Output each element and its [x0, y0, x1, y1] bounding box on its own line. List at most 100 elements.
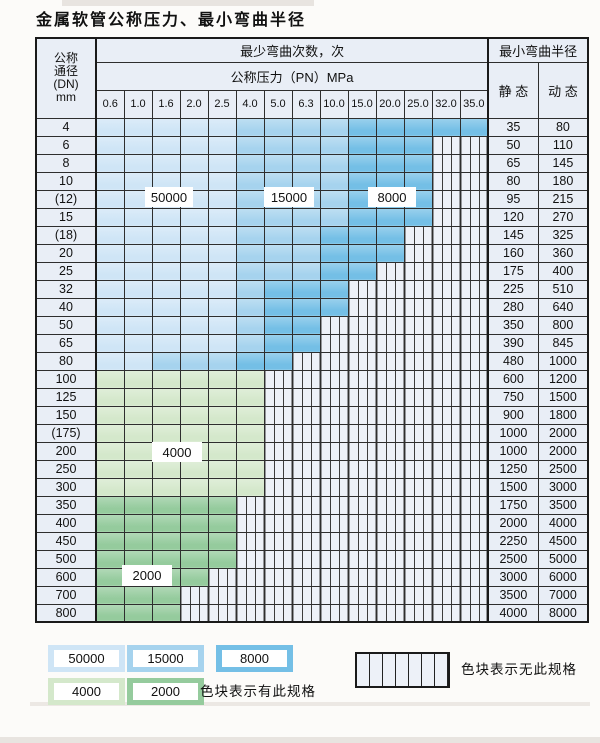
dynamic-radius-cell: 640 [537, 297, 589, 317]
spec-cell [95, 225, 125, 245]
no-spec-cell [459, 441, 489, 461]
dynamic-radius-cell: 1500 [537, 387, 589, 407]
spec-cell [235, 369, 265, 389]
dn-cell: (12) [35, 189, 97, 209]
no-spec-cell [235, 495, 265, 515]
spec-cell [207, 189, 237, 209]
spec-cell [123, 135, 153, 155]
spec-cell [95, 315, 125, 335]
no-spec-cell [403, 351, 433, 371]
spec-cell [207, 207, 237, 227]
static-radius-cell: 1500 [487, 477, 539, 497]
static-radius-cell: 2250 [487, 531, 539, 551]
no-spec-cell [263, 423, 293, 443]
legend-swatch-label: 2000 [133, 683, 198, 700]
dynamic-radius-cell: 360 [537, 243, 589, 263]
pressure-col-header: 2.0 [179, 89, 209, 119]
no-spec-cell [459, 549, 489, 569]
table-row: 300 1500 3000 [35, 477, 589, 497]
no-spec-cell [431, 567, 461, 587]
table-row: (18) 145 325 [35, 225, 589, 245]
static-radius-cell: 145 [487, 225, 539, 245]
spec-cell [179, 513, 209, 533]
no-spec-cell [403, 279, 433, 299]
spec-cell [263, 117, 293, 137]
spec-cell [95, 153, 125, 173]
spec-cell [151, 585, 181, 605]
table-row: 25 175 400 [35, 261, 589, 281]
no-spec-cell [319, 441, 349, 461]
static-radius-cell: 35 [487, 117, 539, 137]
pressure-col-header: 25.0 [403, 89, 433, 119]
spec-cell [151, 405, 181, 425]
no-spec-cell [403, 585, 433, 605]
spec-cell [235, 171, 265, 191]
spec-cell [207, 477, 237, 497]
spec-cell [179, 423, 209, 443]
dn-header-line: (DN) [53, 77, 79, 92]
table-row: 15 120 270 [35, 207, 589, 227]
no-spec-cell [347, 333, 377, 353]
no-spec-cell [375, 333, 405, 353]
table-row: 150 900 1800 [35, 405, 589, 425]
spec-cell [207, 297, 237, 317]
no-spec-cell [347, 513, 377, 533]
bend-cycles-header: 最少弯曲次数，次 [94, 37, 489, 63]
no-spec-cell [291, 405, 321, 425]
spec-cell [459, 117, 489, 137]
spec-cell [179, 477, 209, 497]
spec-cell [319, 117, 349, 137]
static-radius-cell: 900 [487, 405, 539, 425]
spec-cell [235, 189, 265, 209]
no-spec-cell [403, 225, 433, 245]
legend-swatch-label: 8000 [222, 650, 287, 667]
dn-cell: 100 [35, 369, 97, 389]
spec-cell [347, 225, 377, 245]
band-label-50000: 50000 [145, 187, 193, 207]
no-spec-cell [431, 513, 461, 533]
spec-cell [235, 117, 265, 137]
spec-cell [263, 297, 293, 317]
spec-cell [151, 423, 181, 443]
dn-cell: 150 [35, 405, 97, 425]
spec-cell [207, 279, 237, 299]
no-spec-cell [263, 549, 293, 569]
no-spec-cell [431, 189, 461, 209]
no-spec-cell [263, 513, 293, 533]
spec-cell [151, 603, 181, 623]
no-spec-cell [347, 459, 377, 479]
spec-cell [375, 117, 405, 137]
spec-cell [95, 135, 125, 155]
spec-cell [95, 207, 125, 227]
spec-cell [235, 477, 265, 497]
no-spec-cell [431, 459, 461, 479]
spec-cell [235, 135, 265, 155]
no-spec-cell [291, 369, 321, 389]
spec-cell [95, 477, 125, 497]
spec-cell [319, 207, 349, 227]
band-label-4000: 4000 [152, 442, 202, 462]
no-spec-cell [319, 459, 349, 479]
no-spec-cell [179, 585, 209, 605]
no-spec-cell [459, 531, 489, 551]
spec-cell [123, 477, 153, 497]
no-spec-cell [375, 441, 405, 461]
no-spec-cell [431, 585, 461, 605]
static-radius-cell: 280 [487, 297, 539, 317]
spec-cell [95, 387, 125, 407]
no-spec-cell [263, 441, 293, 461]
no-spec-cell [375, 261, 405, 281]
spec-cell [95, 369, 125, 389]
spec-cell [263, 351, 293, 371]
spec-cell [291, 225, 321, 245]
spec-cell [95, 351, 125, 371]
static-radius-cell: 3500 [487, 585, 539, 605]
pressure-bend-table: 公称 通径 (DN) mm 最少弯曲次数，次 最小弯曲半径 公称压力（PN）MP… [35, 37, 590, 623]
no-spec-cell [431, 351, 461, 371]
table-row: 800 4000 8000 [35, 603, 589, 623]
dn-cell: 400 [35, 513, 97, 533]
spec-cell [319, 243, 349, 263]
no-spec-cell [291, 423, 321, 443]
table-row: 200 1000 2000 [35, 441, 589, 461]
spec-cell [151, 369, 181, 389]
